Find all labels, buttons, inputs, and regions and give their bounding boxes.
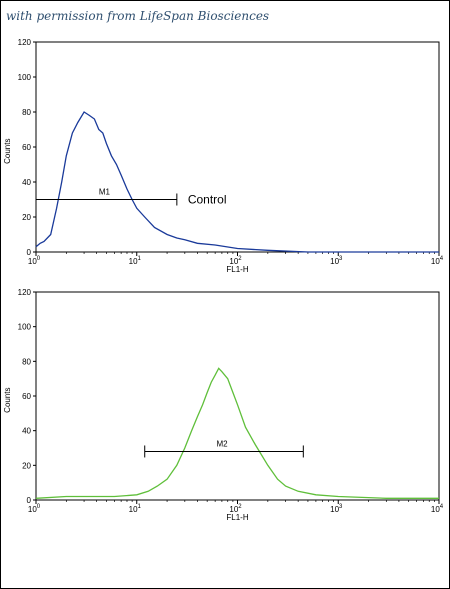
histogram-panel-1: 0 20 40 60 80 100 120 100 101 102 103 104 FL1-H Count…	[3, 38, 444, 274]
y-tick-label: 60	[22, 143, 31, 152]
credit-text: with permission from LifeSpan Bioscience…	[6, 9, 270, 23]
x-tick-label: 100	[28, 504, 41, 514]
y-tick-label: 80	[22, 108, 31, 117]
gate-label: M2	[216, 439, 228, 448]
y-axis-title: Counts	[3, 139, 12, 164]
x-tick-label: 103	[330, 504, 343, 514]
y-tick-label: 120	[18, 288, 32, 297]
y-tick-label: 20	[22, 213, 31, 222]
x-axis-title: FL1-H	[226, 265, 248, 274]
plot-area-frame	[35, 291, 440, 501]
y-axis-title: Counts	[3, 387, 12, 412]
y-tick-label: 120	[18, 38, 32, 47]
x-tick-label: 102	[229, 256, 242, 266]
y-tick-label: 0	[27, 248, 32, 257]
x-tick-label: 103	[330, 256, 343, 266]
histogram-line	[35, 111, 439, 253]
x-tick-label: 102	[229, 504, 242, 514]
gate-label: M1	[99, 188, 111, 197]
histogram-panel-2: 0 20 40 60 80 100 120 100 101 102 103 104 FL1-H Count…	[3, 288, 444, 522]
y-tick-label: 60	[22, 392, 31, 401]
y-tick-label: 40	[22, 427, 31, 436]
y-tick-label: 100	[18, 323, 32, 332]
x-axis-title: FL1-H	[226, 513, 248, 522]
x-tick-label: 104	[431, 256, 444, 266]
x-tick-label: 104	[431, 504, 444, 514]
annotation-control: Control	[188, 193, 227, 207]
y-tick-label: 100	[18, 73, 32, 82]
y-tick-label: 40	[22, 178, 31, 187]
y-tick-label: 0	[27, 496, 32, 505]
y-tick-label: 20	[22, 461, 31, 470]
x-tick-label: 101	[129, 504, 142, 514]
x-tick-label: 101	[129, 256, 142, 266]
y-tick-label: 80	[22, 357, 31, 366]
x-tick-label: 100	[28, 256, 41, 266]
plot-area-frame	[35, 41, 440, 253]
histogram-line	[35, 367, 439, 499]
